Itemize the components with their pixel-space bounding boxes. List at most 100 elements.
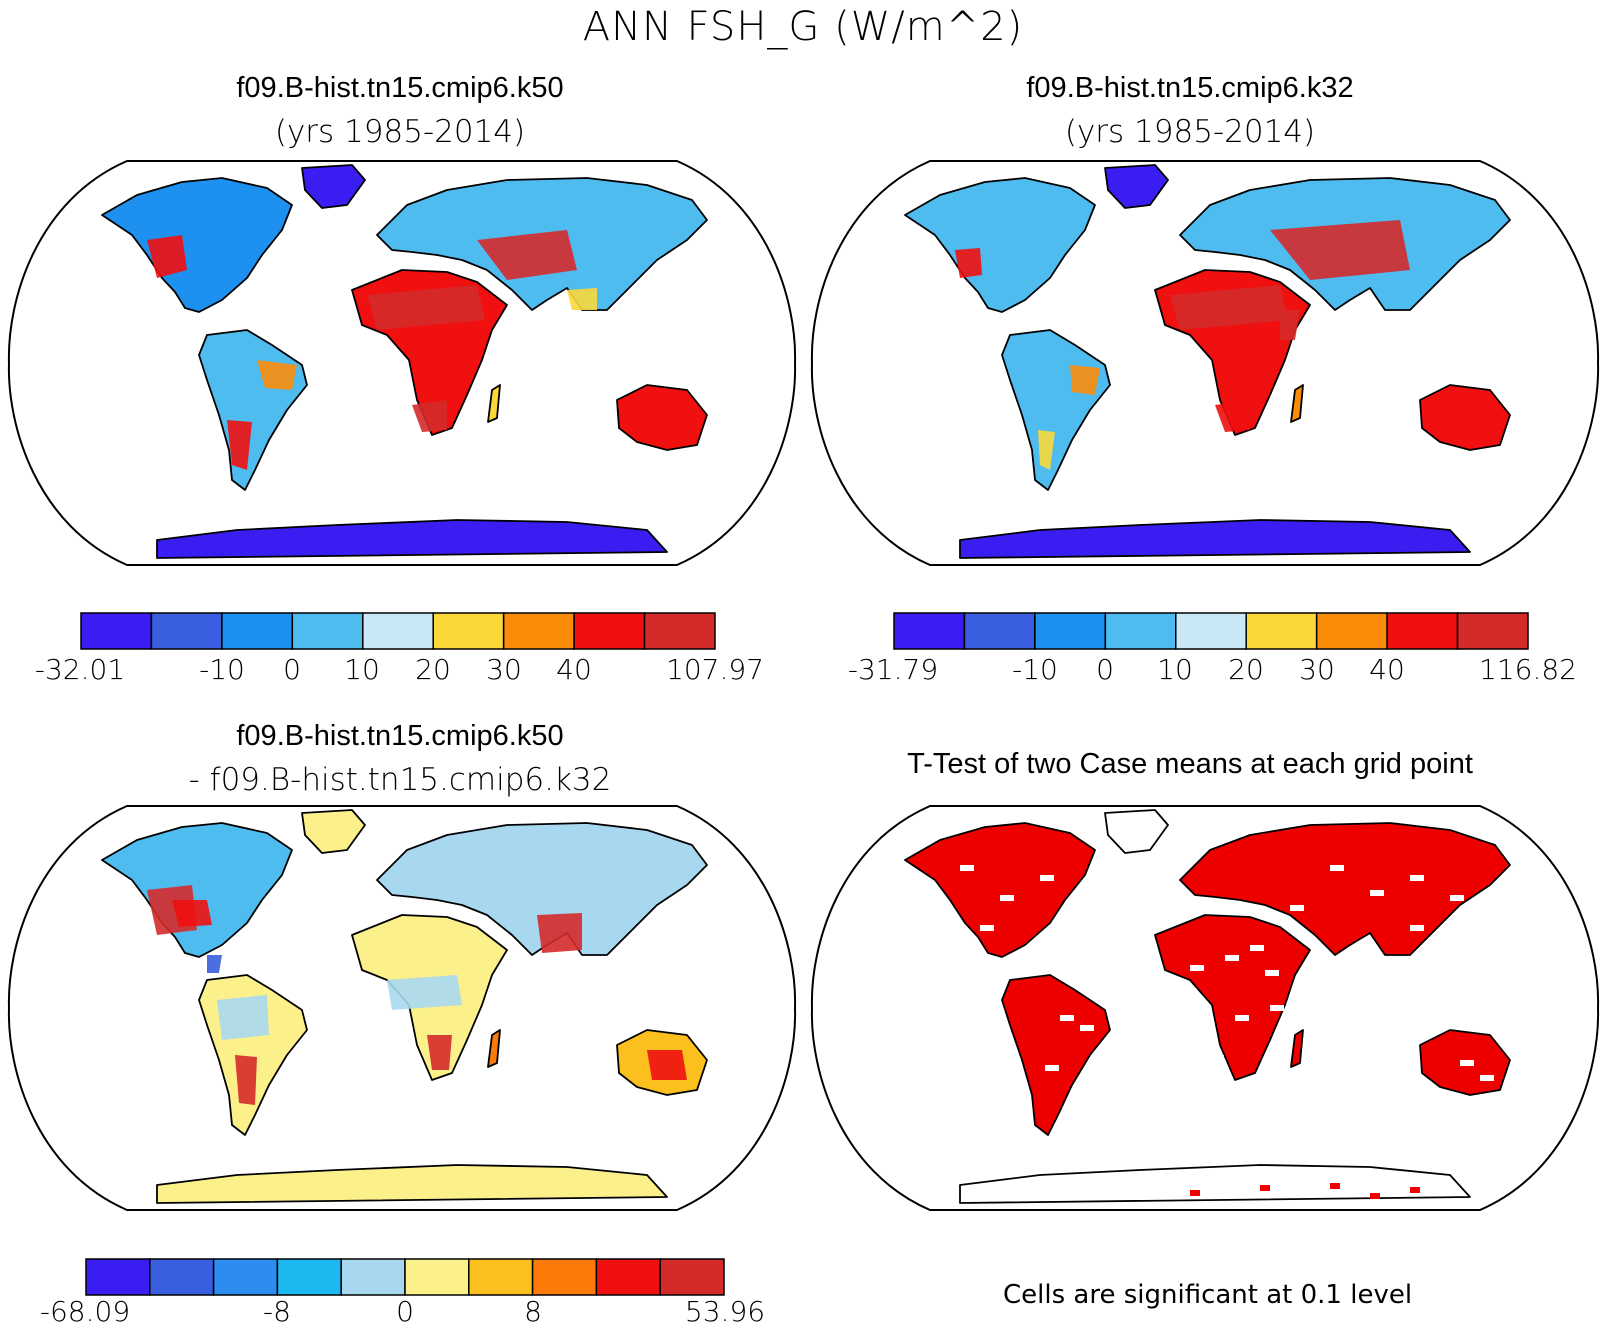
colorbar-2-label: -31.79 xyxy=(847,653,939,686)
colorbar-swatch xyxy=(573,612,646,650)
nonsignificant-cell xyxy=(1290,905,1304,911)
nonsignificant-cell xyxy=(1040,875,1054,881)
field-patch xyxy=(1270,220,1410,280)
colorbar-swatch xyxy=(1034,612,1107,650)
landmass-greenland xyxy=(301,809,366,854)
field-patch xyxy=(1070,365,1100,395)
panel-1-title: f09.B-hist.tn15.cmip6.k50 xyxy=(236,72,564,104)
map-frame xyxy=(7,805,797,1211)
nonsignificant-cell xyxy=(1450,895,1464,901)
field-patch xyxy=(172,900,212,927)
colorbar-1-label: -10 xyxy=(199,653,245,686)
map-panel-3 xyxy=(7,805,797,1211)
colorbar-3 xyxy=(85,1258,725,1296)
map-panel-1 xyxy=(7,160,797,566)
colorbar-2-label: 116.82 xyxy=(1479,653,1577,686)
colorbar-1-label: 20 xyxy=(415,653,451,686)
landmass-greenland xyxy=(1104,809,1169,854)
field-patch xyxy=(147,235,187,278)
map-frame xyxy=(810,160,1600,566)
map-frame xyxy=(810,805,1600,1211)
nonsignificant-cell xyxy=(1080,1025,1094,1031)
landmass-australia xyxy=(616,384,708,451)
colorbar-swatch xyxy=(1386,612,1459,650)
field-patch xyxy=(1280,310,1300,340)
landmass-antarctica xyxy=(156,519,668,559)
field-patch xyxy=(387,975,462,1010)
colorbar-3-label: 53.96 xyxy=(684,1295,766,1328)
landmass-greenland xyxy=(1104,164,1169,209)
colorbar-1-label: -32.01 xyxy=(34,653,126,686)
nonsignificant-cell xyxy=(1370,890,1384,896)
colorbar-swatch xyxy=(1245,612,1318,650)
colorbar-3-label: -8 xyxy=(263,1295,291,1328)
field-patch xyxy=(537,913,582,953)
colorbar-swatch xyxy=(531,1258,598,1296)
nonsignificant-cell xyxy=(960,865,974,871)
panel-3-title: f09.B-hist.tn15.cmip6.k50 xyxy=(236,720,564,752)
significance-note: Cells are significant at 0.1 level xyxy=(1003,1280,1413,1310)
colorbar-1-label: 30 xyxy=(486,653,522,686)
panel-3-subtitle: - f09.B-hist.tn15.cmip6.k32 xyxy=(188,762,612,798)
colorbar-1-label: 0 xyxy=(283,653,301,686)
field-patch xyxy=(1170,285,1288,330)
colorbar-2-label: 0 xyxy=(1096,653,1114,686)
colorbar-swatch xyxy=(963,612,1036,650)
nonsignificant-cell xyxy=(1210,1055,1224,1061)
significant-cell xyxy=(1190,1190,1200,1196)
panel-2-title: f09.B-hist.tn15.cmip6.k32 xyxy=(1026,72,1354,104)
figure-title: ANN FSH_G (W/m^2) xyxy=(582,4,1024,50)
nonsignificant-cell xyxy=(1265,970,1279,976)
colorbar-swatch xyxy=(150,612,223,650)
colorbar-1 xyxy=(80,612,716,650)
colorbar-swatch xyxy=(340,1258,406,1296)
colorbar-swatch xyxy=(1315,612,1388,650)
nonsignificant-cell xyxy=(1410,925,1424,931)
landmass-greenland xyxy=(301,164,366,209)
nonsignificant-cell xyxy=(1235,1015,1249,1021)
nonsignificant-cell xyxy=(980,925,994,931)
significant-cell xyxy=(1370,1193,1380,1199)
colorbar-swatch xyxy=(362,612,434,650)
colorbar-swatch xyxy=(149,1258,215,1296)
nonsignificant-cell xyxy=(1225,955,1239,961)
map-frame xyxy=(7,160,797,566)
colorbar-2-label: 30 xyxy=(1299,653,1335,686)
landmass-northAmerica xyxy=(904,822,1096,958)
colorbar-swatch xyxy=(595,1258,661,1296)
panel-2-subtitle: (yrs 1985-2014) xyxy=(1064,114,1316,150)
field-patch xyxy=(235,1055,257,1105)
colorbar-2-label: -10 xyxy=(1012,653,1058,686)
colorbar-2-label: 20 xyxy=(1228,653,1264,686)
nonsignificant-cell xyxy=(1045,1065,1059,1071)
nonsignificant-cell xyxy=(1270,1005,1284,1011)
field-patch xyxy=(412,400,447,432)
significant-cell xyxy=(1410,1187,1420,1193)
landmass-eurasia xyxy=(376,822,708,956)
nonsignificant-cell xyxy=(1330,865,1344,871)
field-patch xyxy=(227,420,252,470)
colorbar-swatch xyxy=(221,612,294,650)
landmass-antarctica xyxy=(156,1164,668,1204)
nonsignificant-cell xyxy=(1410,875,1424,881)
field-patch xyxy=(955,248,982,278)
field-patch xyxy=(1038,430,1055,470)
nonsignificant-cell xyxy=(1060,1015,1074,1021)
colorbar-swatch xyxy=(80,612,153,650)
landmass-madagascar xyxy=(487,1029,501,1068)
landmass-madagascar xyxy=(1290,384,1304,423)
landmass-madagascar xyxy=(487,384,501,423)
nonsignificant-cell xyxy=(1190,965,1204,971)
field-patch xyxy=(217,995,269,1040)
colorbar-2-label: 40 xyxy=(1369,653,1405,686)
colorbar-swatch xyxy=(893,612,966,650)
colorbar-3-label: 8 xyxy=(524,1295,542,1328)
colorbar-1-label: 107.97 xyxy=(666,653,764,686)
colorbar-swatch xyxy=(502,612,575,650)
field-patch xyxy=(257,360,297,390)
colorbar-swatch xyxy=(659,1258,725,1296)
panel-4-title: T-Test of two Case means at each grid po… xyxy=(907,748,1473,780)
colorbar-swatch xyxy=(291,612,364,650)
field-patch xyxy=(647,1050,687,1080)
landmass-eurasia xyxy=(1179,822,1511,956)
